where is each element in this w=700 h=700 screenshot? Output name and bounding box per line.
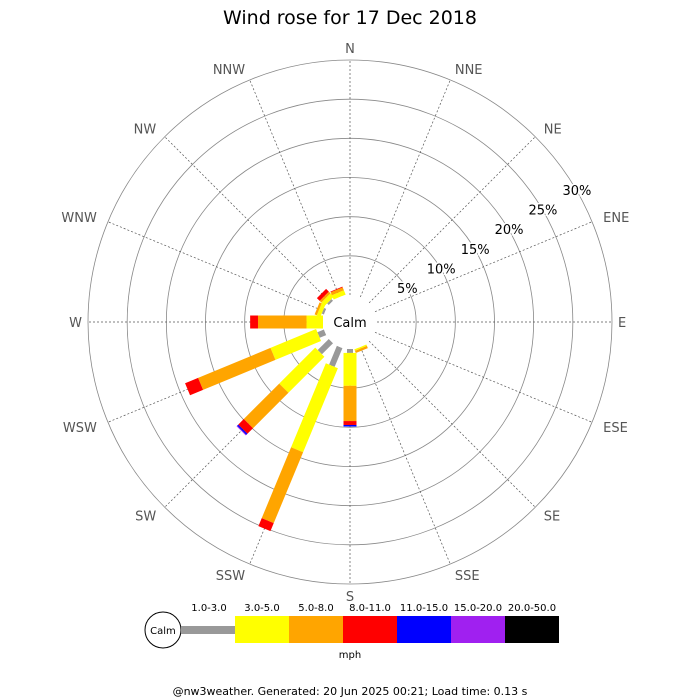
bar-wnw-bin-2 — [316, 303, 326, 317]
direction-label-ssw: SSW — [216, 569, 246, 584]
bar-sw-bin-4 — [238, 419, 253, 434]
speed-legend: Calm mph 1.0-3.0 3.0-5.0 5.0-8.0 8.0-11.0 11… — [144, 603, 559, 661]
bar-sw-bin-5 — [237, 424, 248, 435]
spoke-nnw — [249, 79, 340, 298]
bar-sw-bin-1 — [317, 338, 334, 355]
radial-tick-5: 25% — [529, 204, 558, 219]
grid-ring-2 — [244, 216, 456, 428]
spoke-se — [368, 340, 536, 508]
footer-text: @nw3weather. Generated: 20 Jun 2025 00:2… — [173, 685, 528, 698]
direction-label-n: N — [345, 42, 355, 57]
bar-nw-bin-4 — [316, 288, 329, 301]
spoke-nne — [360, 79, 451, 298]
spoke-ene — [374, 221, 593, 312]
bar-ssw-bin-4 — [258, 518, 274, 532]
legend-label-6: 15.0-20.0 — [454, 603, 502, 614]
legend-swatch-7 — [505, 616, 559, 643]
direction-label-nne: NNE — [455, 63, 483, 78]
legend-swatch-6 — [451, 616, 505, 643]
bar-nw-bin-1 — [327, 299, 334, 306]
wind-bars — [185, 286, 368, 532]
bar-wnw-bin-1 — [321, 307, 327, 315]
calm-center: Calm — [323, 295, 377, 349]
bar-w-bin-3 — [257, 315, 307, 329]
legend-swatch-5 — [397, 616, 451, 643]
direction-label-nw: NW — [134, 122, 157, 137]
bar-s-bin-1 — [347, 349, 353, 353]
calm-label: Calm — [333, 316, 366, 331]
legend-label-2: 3.0-5.0 — [244, 603, 279, 614]
direction-label-se: SE — [544, 510, 560, 525]
bar-sw-bin-3 — [243, 383, 289, 429]
direction-label-nnw: NNW — [213, 63, 245, 78]
bar-ssw-bin-2 — [291, 363, 338, 453]
direction-label-sse: SSE — [455, 569, 480, 584]
direction-label-ne: NE — [544, 122, 562, 137]
bar-nw-bin-2 — [321, 293, 334, 306]
bar-sw-bin-2 — [279, 347, 325, 393]
radial-tick-6: 30% — [562, 184, 591, 199]
bar-s-bin-4 — [343, 421, 357, 425]
bar-nnw-bin-4 — [330, 286, 343, 293]
bar-ssw-bin-1 — [329, 345, 343, 367]
bar-wsw-bin-1 — [317, 329, 327, 338]
legend-unit: mph — [339, 650, 361, 661]
bar-sw-bin-6 — [236, 425, 247, 436]
bar-wsw-bin-2 — [270, 329, 322, 360]
grid-ring-6 — [87, 59, 613, 585]
legend-swatch-2 — [235, 616, 289, 643]
bar-nnw-bin-2 — [331, 290, 346, 300]
spoke-nw — [164, 136, 332, 304]
legend-label-1: 1.0-3.0 — [191, 603, 226, 614]
bar-sse-bin-2 — [354, 344, 367, 351]
direction-labels: N NNE NE ENE E ESE SE SSE S SSW SW WSW W WNW NW NNW — [61, 42, 629, 605]
direction-label-sw: SW — [135, 510, 156, 525]
legend-swatch-1 — [181, 626, 235, 634]
legend-label-4: 8.0-11.0 — [349, 603, 391, 614]
direction-label-wsw: WSW — [63, 421, 97, 436]
direction-label-ese: ESE — [603, 421, 628, 436]
radial-tick-3: 15% — [461, 243, 490, 258]
bar-wnw-bin-3 — [314, 302, 322, 316]
bar-s-bin-3 — [343, 385, 357, 422]
direction-label-s: S — [346, 590, 354, 605]
calm-circle — [323, 295, 377, 349]
radial-tick-labels: 5% 10% 15% 20% 25% 30% — [395, 183, 592, 299]
legend-label-3: 5.0-8.0 — [298, 603, 333, 614]
direction-label-e: E — [618, 316, 626, 331]
chart-title: Wind rose for 17 Dec 2018 — [223, 7, 477, 29]
direction-label-wnw: WNW — [61, 211, 97, 226]
bar-wsw-bin-3 — [198, 347, 276, 390]
direction-label-ene: ENE — [603, 211, 629, 226]
direction-label-w: W — [69, 316, 82, 331]
radial-tick-2: 10% — [427, 262, 456, 277]
legend-swatch-3 — [289, 616, 343, 643]
bar-wsw-bin-4 — [185, 377, 204, 396]
spoke-ne — [368, 136, 536, 304]
grid-ring-5 — [126, 98, 574, 546]
bar-nw-bin-3 — [319, 291, 331, 303]
bar-ssw-bin-3 — [261, 447, 304, 524]
legend-label-5: 11.0-15.0 — [400, 603, 448, 614]
spoke-wnw — [107, 221, 326, 312]
bar-nnw-bin-3 — [330, 287, 344, 296]
bar-sse-bin-3 — [354, 345, 368, 354]
bar-s-bin-2 — [343, 352, 357, 386]
bar-s-bin-5 — [343, 424, 357, 427]
legend-calm-label: Calm — [150, 626, 176, 637]
bar-w-bin-2 — [306, 315, 323, 329]
radial-tick-1: 5% — [397, 282, 418, 297]
spoke-ese — [374, 332, 593, 423]
legend-swatch-4 — [343, 616, 397, 643]
bar-w-bin-4 — [250, 315, 258, 329]
legend-label-7: 20.0-50.0 — [508, 603, 556, 614]
spoke-sse — [360, 346, 451, 565]
radial-tick-4: 20% — [495, 223, 524, 238]
